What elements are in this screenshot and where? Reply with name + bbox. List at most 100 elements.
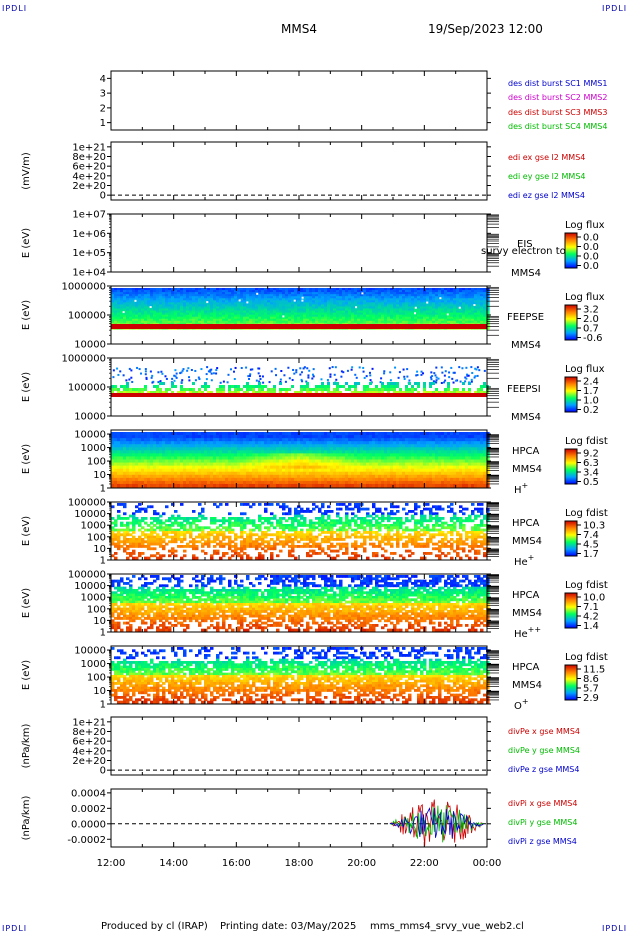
heatmap-cell [141,298,145,301]
heatmap-cell [138,391,141,394]
heatmap-cell [204,388,207,391]
heatmap-cell [372,391,375,394]
heatmap-cell [357,441,361,445]
heatmap-cell [285,468,289,473]
heatmap-cell [354,320,358,324]
heatmap-cell [383,370,386,373]
heatmap-cell [123,468,127,473]
heatmap-cell [477,316,481,320]
heatmap-cell [282,435,286,439]
heatmap-cell [147,459,151,464]
heatmap-cell [168,471,172,476]
heatmap-cell [147,296,151,299]
heatmap-cell [117,288,121,291]
heatmap-cell [426,320,430,324]
heatmap-cell [363,447,367,451]
heatmap-cell [165,480,169,485]
heatmap-cell [270,465,274,470]
heatmap-cell [327,382,330,385]
heatmap-cell [117,308,121,312]
heatmap-cell [168,312,172,316]
heatmap-cell [126,298,130,301]
heatmap-cell [120,288,124,291]
heatmap-cell [312,314,316,318]
heatmap-cell [165,483,169,488]
heatmap-cell [126,320,130,324]
heatmap-cell [204,304,208,308]
heatmap-cell [303,310,307,314]
heatmap-cell [144,441,148,445]
heatmap-cell [171,320,175,324]
heatmap-cell [255,441,259,445]
heatmap-cell [153,316,157,320]
heatmap-cell [258,298,262,301]
heatmap-cell [240,320,244,324]
heatmap-cell [307,376,310,379]
heatmap-cell [216,465,220,470]
heatmap-cell [240,290,244,293]
heatmap-cell [126,471,130,476]
heatmap-cell [114,290,118,293]
heatmap-cell [294,435,298,439]
heatmap-cell [429,391,432,394]
heatmap-cell [345,483,349,488]
heatmap-cell [303,435,307,439]
heatmap-cell [327,306,331,310]
heatmap-cell [177,306,181,310]
heatmap-cell [279,288,283,291]
heatmap-cell [459,391,462,394]
heatmap-gap [426,301,429,304]
heatmap-cell [315,300,319,303]
heatmap-cell [321,483,325,488]
heatmap-cell [174,375,177,378]
heatmap-cell [144,316,148,320]
heatmap-cell [405,306,409,310]
heatmap-cell [321,456,325,461]
heatmap-cell [210,296,214,299]
heatmap-cell [112,369,115,372]
heatmap-cell [480,314,484,318]
heatmap-cell [213,320,217,324]
heatmap-cell [303,294,307,297]
heatmap-cell [408,379,411,382]
heatmap-cell [438,290,442,293]
heatmap-cell [123,306,127,310]
heatmap-cell [201,447,205,451]
heatmap-cell [201,296,205,299]
heatmap-cell [315,480,319,485]
heatmap-cell [315,290,319,293]
heatmap-cell [360,294,364,297]
heatmap-cell [210,483,214,488]
heatmap-cell [465,298,469,301]
heatmap-cell [354,483,358,488]
heatmap-cell [141,447,145,451]
heatmap-cell [315,477,319,482]
heatmap-cell [258,441,262,445]
heatmap-cell [318,468,322,473]
heatmap-cell [351,300,355,303]
heatmap-cell [483,304,487,308]
heatmap-cell [462,288,466,291]
heatmap-cell [288,432,292,436]
heatmap-cell [360,320,364,324]
heatmap-cell [180,308,184,312]
heatmap-cell [213,302,217,305]
heatmap-cell [438,302,442,305]
heatmap-cell [327,459,331,464]
heatmap-cell [453,296,457,299]
heatmap-cell [174,477,178,482]
heatmap-cell [273,459,277,464]
heatmap-cell [162,312,166,316]
heatmap-cell [234,471,238,476]
heatmap-cell [351,468,355,473]
heatmap-cell [387,300,391,303]
heatmap-cell [450,298,454,301]
heatmap-cell [477,296,481,299]
heatmap-cell [153,468,157,473]
heatmap-cell [147,453,151,458]
heatmap-cell [210,459,214,464]
heatmap-cell [363,450,367,454]
heatmap-cell [198,310,202,314]
heatmap-cell [291,477,295,482]
y-tick-label: 0 [100,191,106,202]
